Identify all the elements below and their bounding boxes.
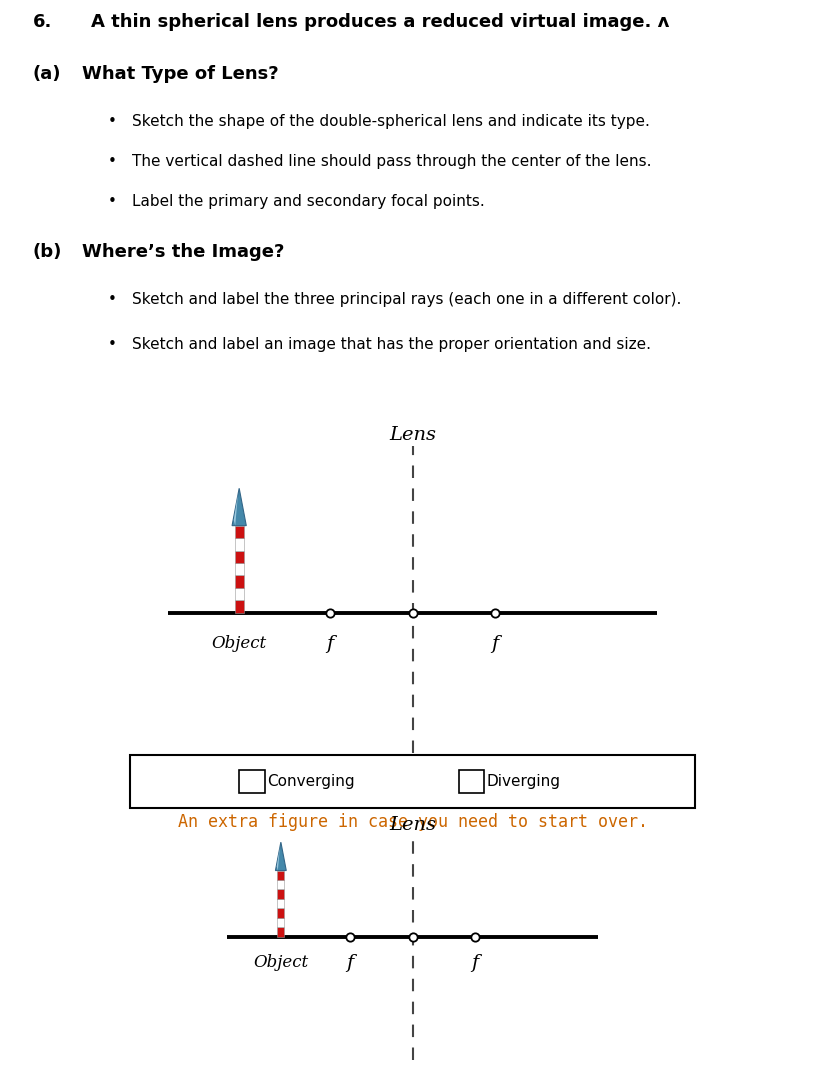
Bar	[235, 538, 243, 551]
Polygon shape	[276, 846, 280, 871]
Text: Diverging: Diverging	[487, 774, 560, 788]
Text: A thin spherical lens produces a reduced virtual image. ʌ: A thin spherical lens produces a reduced…	[91, 13, 669, 31]
Text: •: •	[107, 114, 116, 129]
Bar	[277, 909, 285, 918]
Text: Where’s the Image?: Where’s the Image?	[82, 243, 285, 261]
Text: f: f	[346, 954, 354, 972]
Text: f: f	[471, 954, 478, 972]
Bar	[277, 899, 285, 909]
Text: Sketch and label the three principal rays (each one in a different color).: Sketch and label the three principal ray…	[132, 292, 681, 307]
Text: 6.: 6.	[33, 13, 52, 31]
Bar	[235, 600, 243, 613]
Text: Label the primary and secondary focal points.: Label the primary and secondary focal po…	[132, 194, 485, 208]
Bar	[235, 563, 243, 576]
Text: What Type of Lens?: What Type of Lens?	[82, 64, 279, 83]
Bar	[277, 918, 285, 927]
Text: The vertical dashed line should pass through the center of the lens.: The vertical dashed line should pass thr…	[132, 154, 652, 169]
FancyBboxPatch shape	[130, 755, 695, 808]
Bar	[235, 551, 243, 563]
Bar	[459, 769, 484, 793]
Text: •: •	[107, 336, 116, 351]
Bar	[277, 871, 285, 880]
Polygon shape	[232, 489, 247, 525]
Bar	[235, 587, 243, 600]
Text: •: •	[107, 154, 116, 169]
Text: f: f	[491, 635, 498, 653]
Text: (a): (a)	[33, 64, 62, 83]
Text: Object: Object	[253, 954, 309, 971]
Text: •: •	[107, 292, 116, 307]
Bar	[277, 880, 285, 889]
Text: Object: Object	[212, 635, 266, 652]
Bar	[277, 889, 285, 899]
Text: Lens: Lens	[389, 426, 436, 444]
Text: Lens: Lens	[389, 816, 436, 833]
Text: Converging: Converging	[267, 774, 355, 788]
Text: An extra figure in case you need to start over.: An extra figure in case you need to star…	[177, 813, 648, 830]
Text: Sketch the shape of the double-spherical lens and indicate its type.: Sketch the shape of the double-spherical…	[132, 114, 650, 129]
Text: Sketch and label an image that has the proper orientation and size.: Sketch and label an image that has the p…	[132, 336, 651, 351]
Text: •: •	[107, 194, 116, 208]
Bar	[277, 927, 285, 937]
Bar	[239, 769, 265, 793]
Text: f: f	[327, 635, 334, 653]
Bar	[235, 576, 243, 587]
Bar	[235, 525, 243, 538]
Polygon shape	[233, 493, 238, 525]
Text: (b): (b)	[33, 243, 63, 261]
Polygon shape	[276, 842, 286, 871]
